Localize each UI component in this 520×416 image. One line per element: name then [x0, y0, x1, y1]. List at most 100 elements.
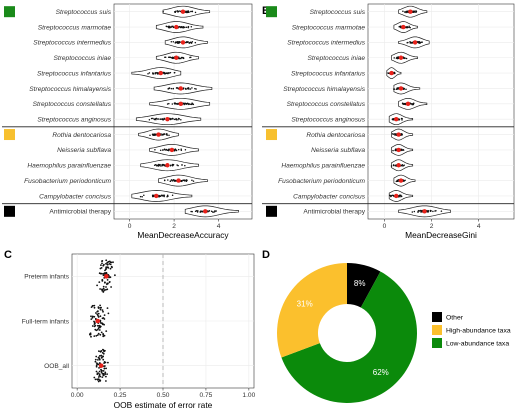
data-point	[435, 210, 437, 212]
data-point	[156, 72, 159, 74]
data-point	[172, 163, 175, 166]
data-point	[168, 134, 170, 136]
data-point	[104, 372, 106, 375]
data-point	[188, 103, 190, 105]
data-point	[163, 195, 165, 198]
data-point	[184, 26, 186, 29]
data-point	[177, 102, 179, 105]
data-point	[176, 10, 179, 12]
data-point	[167, 26, 170, 29]
data-point	[141, 195, 143, 198]
data-point	[175, 103, 178, 105]
y-tick-label: Neisseria subflava	[57, 147, 111, 154]
data-point	[106, 307, 109, 309]
data-point	[97, 376, 100, 378]
x-tick-label: 0.50	[157, 392, 170, 399]
data-point	[102, 285, 105, 288]
data-point	[427, 211, 429, 213]
donut-slice	[281, 271, 417, 403]
data-point	[107, 282, 109, 285]
plot-area	[367, 3, 515, 220]
data-point	[180, 118, 182, 121]
data-point	[405, 88, 407, 90]
data-point	[180, 179, 183, 182]
data-point	[101, 309, 104, 311]
data-point	[158, 195, 161, 198]
data-point	[93, 335, 96, 337]
data-point	[184, 149, 187, 151]
data-point	[173, 180, 176, 182]
data-point	[103, 362, 105, 364]
y-tick-label: Streptococcus marmotae	[292, 24, 366, 31]
data-point	[169, 56, 172, 59]
data-point	[105, 288, 107, 291]
legend-key	[432, 338, 442, 348]
x-tick-label: 0	[383, 223, 387, 230]
data-point	[163, 194, 166, 197]
y-tick-label: Streptococcus anginosus	[37, 116, 111, 123]
data-point	[190, 56, 192, 59]
data-point	[420, 211, 422, 213]
data-point	[160, 165, 162, 167]
data-point	[143, 194, 145, 197]
data-point	[95, 312, 97, 314]
data-point	[139, 195, 142, 198]
data-point	[176, 41, 178, 43]
data-point	[91, 315, 94, 318]
data-point	[389, 194, 391, 197]
data-point	[188, 88, 190, 90]
data-point	[103, 367, 106, 370]
data-point	[395, 149, 397, 152]
data-point	[100, 368, 102, 371]
data-point	[185, 26, 188, 28]
data-point	[99, 304, 101, 307]
data-point	[189, 41, 192, 43]
data-point	[396, 179, 399, 182]
data-point	[101, 262, 103, 265]
data-point	[163, 148, 166, 151]
median-marker	[401, 24, 406, 30]
data-point	[167, 56, 170, 59]
y-tick-label: Rothia dentocariosa	[306, 132, 365, 139]
group-color-box	[4, 129, 15, 141]
data-point	[103, 350, 105, 353]
data-point	[154, 163, 157, 166]
data-point	[172, 179, 175, 181]
data-point	[109, 267, 112, 270]
data-point	[180, 148, 182, 150]
legend-label: High-abundance taxa	[446, 328, 511, 335]
data-point	[171, 180, 174, 182]
data-point	[391, 133, 394, 135]
data-point	[98, 370, 101, 373]
data-point	[162, 149, 164, 151]
data-point	[405, 57, 408, 60]
y-tick-label: Streptococcus himalayensis	[29, 86, 111, 93]
data-point	[188, 42, 191, 44]
data-point	[408, 25, 410, 28]
data-point	[184, 179, 186, 181]
data-point	[91, 316, 94, 319]
violin-panel-a: Streptococcus suis Streptococcus marmotae…	[2, 3, 253, 240]
data-point	[103, 289, 106, 291]
median-marker	[104, 274, 109, 279]
median-marker	[165, 163, 170, 168]
data-point	[93, 323, 96, 325]
panel-label-d: D	[262, 249, 270, 261]
data-point	[163, 72, 165, 75]
data-point	[215, 210, 217, 212]
data-point	[213, 211, 215, 213]
data-point	[402, 165, 405, 167]
data-point	[398, 118, 401, 121]
data-point	[94, 324, 97, 327]
data-point	[400, 148, 403, 150]
data-point	[191, 179, 193, 181]
data-point	[99, 333, 102, 336]
group-color-box	[4, 205, 15, 217]
data-point	[167, 149, 170, 152]
data-point	[171, 165, 174, 167]
group-color-box	[4, 6, 15, 18]
data-point	[151, 133, 154, 136]
data-point	[97, 380, 100, 383]
data-point	[429, 210, 432, 213]
data-point	[179, 57, 181, 60]
